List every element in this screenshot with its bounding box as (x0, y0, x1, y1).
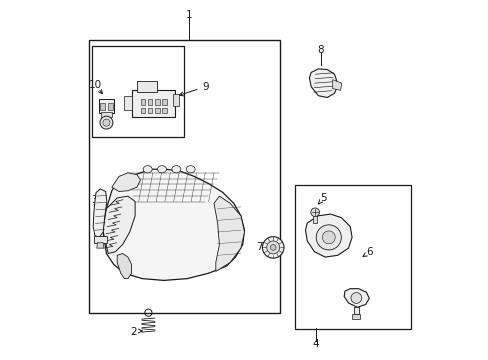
Circle shape (310, 208, 319, 217)
Bar (294, 185, 410, 329)
Bar (131, 90, 174, 117)
Polygon shape (344, 289, 368, 307)
Bar (162, 108, 166, 113)
Text: 8: 8 (317, 45, 323, 55)
Bar (155, 108, 159, 113)
Bar (124, 96, 132, 110)
Bar (140, 99, 145, 105)
Bar (172, 94, 179, 107)
Bar (313, 216, 316, 223)
Bar (100, 103, 105, 110)
Text: 2: 2 (130, 327, 136, 337)
Ellipse shape (143, 166, 152, 173)
Bar (137, 81, 156, 92)
Bar (94, 236, 106, 243)
Polygon shape (305, 214, 351, 257)
Polygon shape (332, 80, 341, 90)
Ellipse shape (171, 166, 181, 173)
Circle shape (266, 241, 279, 254)
Bar (351, 314, 359, 319)
Bar (99, 99, 114, 113)
Ellipse shape (157, 166, 166, 173)
Text: 7: 7 (256, 242, 263, 252)
Text: 3: 3 (91, 195, 98, 205)
Text: 5: 5 (320, 193, 326, 203)
Polygon shape (309, 69, 337, 98)
Circle shape (262, 237, 284, 258)
Polygon shape (117, 253, 131, 279)
Polygon shape (97, 243, 104, 248)
Bar (147, 99, 152, 105)
Bar (353, 307, 359, 315)
Circle shape (350, 293, 361, 303)
Polygon shape (102, 196, 135, 253)
Text: 9: 9 (202, 82, 209, 92)
Bar (101, 112, 112, 117)
Polygon shape (214, 196, 244, 271)
Circle shape (322, 231, 335, 244)
Circle shape (270, 244, 276, 250)
Circle shape (100, 116, 113, 129)
Text: 6: 6 (365, 247, 372, 257)
Circle shape (316, 225, 341, 250)
Bar (147, 108, 152, 113)
Ellipse shape (186, 166, 195, 173)
Bar (155, 99, 159, 105)
Bar (108, 103, 113, 110)
Polygon shape (112, 173, 140, 192)
Bar (162, 99, 166, 105)
Text: 4: 4 (311, 339, 318, 349)
Text: 10: 10 (89, 80, 102, 90)
Circle shape (102, 119, 110, 126)
Polygon shape (102, 169, 244, 280)
Bar (92, 45, 183, 137)
Bar (140, 108, 145, 113)
Bar (88, 40, 280, 313)
Polygon shape (93, 189, 106, 237)
Text: 1: 1 (185, 10, 192, 20)
